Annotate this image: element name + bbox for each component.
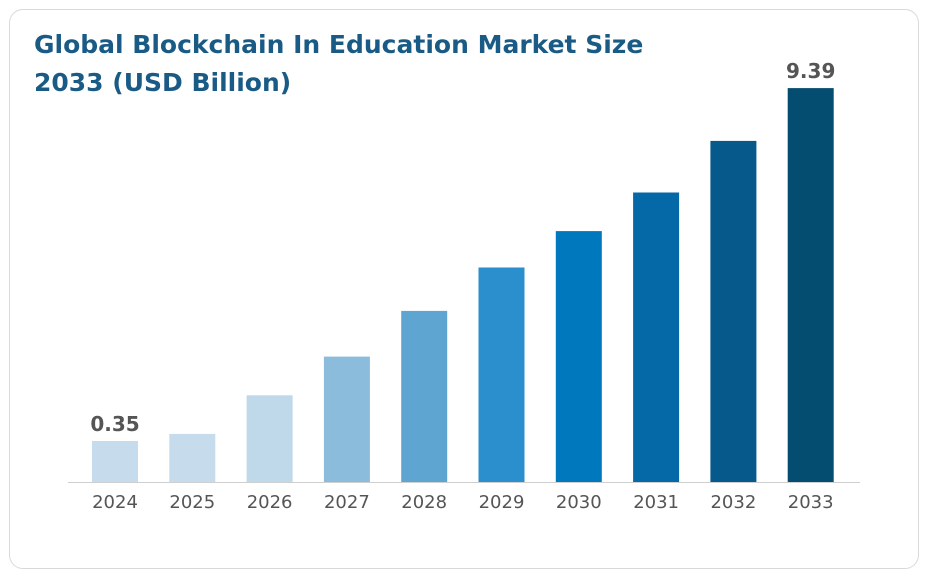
x-tick-label-2031: 2031 — [633, 492, 679, 513]
bar-2025 — [169, 433, 216, 482]
bar-2031 — [633, 192, 680, 482]
x-tick-label-2029: 2029 — [479, 492, 525, 513]
x-tick-label-2030: 2030 — [556, 492, 602, 513]
x-tick-label-2025: 2025 — [169, 492, 215, 513]
bar-2027 — [323, 356, 370, 482]
x-tick-label-2033: 2033 — [788, 492, 834, 513]
bar-2029 — [478, 267, 525, 482]
x-tick-label-2028: 2028 — [401, 492, 447, 513]
bar-2024 — [92, 441, 138, 482]
bar-2030 — [555, 231, 602, 482]
bar-chart: 2024 2025 2026 2027 2028 2029 2030 2031 2032 2033… — [68, 59, 860, 513]
bar-2026 — [246, 395, 293, 482]
chart-card — [9, 9, 919, 569]
x-tick-label-2027: 2027 — [324, 492, 370, 513]
bar-2033 — [787, 88, 834, 482]
data-label-2024: 0.35 — [90, 412, 139, 436]
data-label-2033: 9.39 — [786, 59, 835, 83]
x-tick-label-2024: 2024 — [92, 492, 138, 513]
x-tick-label-2032: 2032 — [710, 492, 756, 513]
x-tick-label-2026: 2026 — [247, 492, 293, 513]
bar-2032 — [710, 140, 757, 482]
bar-2028 — [401, 310, 448, 482]
chart-title: Global Blockchain In Education Market Si… — [34, 30, 644, 97]
